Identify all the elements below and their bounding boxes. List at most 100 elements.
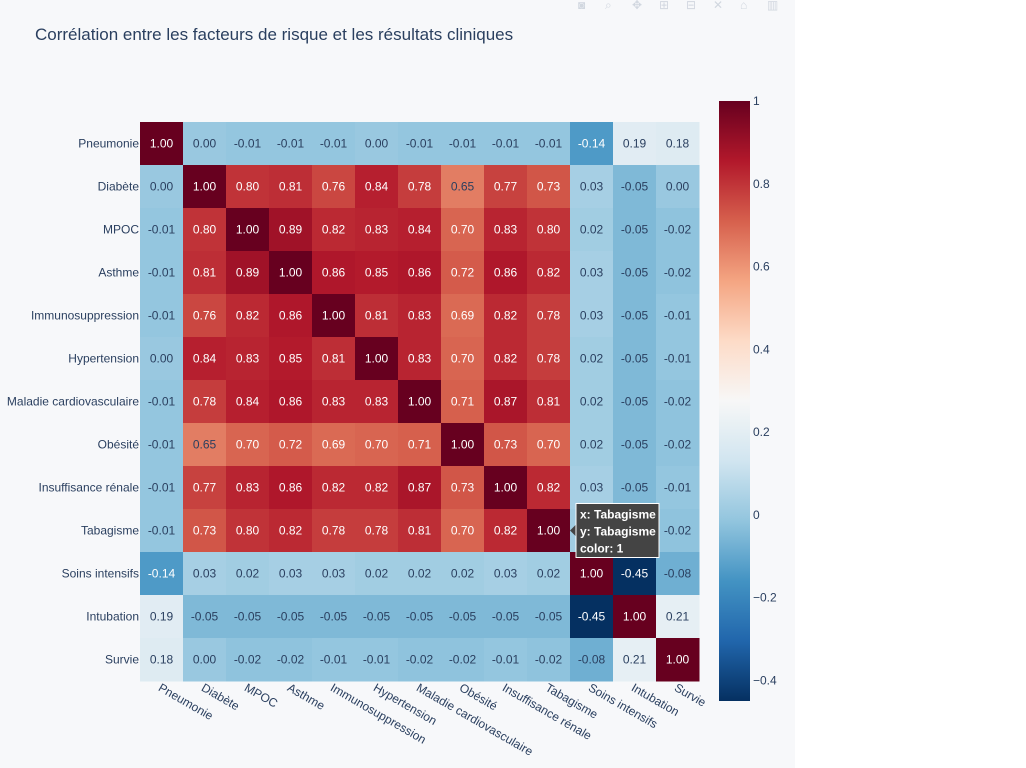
heatmap-cell[interactable] [527,552,571,596]
heatmap-cell[interactable] [183,251,227,295]
heatmap-cell[interactable] [140,509,184,553]
heatmap-cell[interactable] [312,122,356,166]
heatmap-cell[interactable] [183,165,227,209]
heatmap-cell[interactable] [441,337,485,381]
heatmap-cell[interactable] [613,423,657,467]
heatmap-cell[interactable] [183,294,227,338]
heatmap-cell[interactable] [570,294,614,338]
heatmap-cell[interactable] [527,638,571,682]
heatmap-cell[interactable] [269,509,313,553]
plotly-logo-icon[interactable]: ▥ [767,0,779,11]
heatmap-cell[interactable] [312,337,356,381]
heatmap-cell[interactable] [441,509,485,553]
heatmap-cell[interactable] [570,423,614,467]
heatmap-cell[interactable] [613,466,657,510]
heatmap-cell[interactable] [226,466,270,510]
heatmap-cell[interactable] [656,294,700,338]
heatmap-cell[interactable] [484,595,528,639]
heatmap-cell[interactable] [656,423,700,467]
heatmap-cell[interactable] [484,638,528,682]
heatmap-cell[interactable] [355,423,399,467]
heatmap-cell[interactable] [355,552,399,596]
heatmap-cell[interactable] [226,423,270,467]
heatmap-cell[interactable] [441,423,485,467]
heatmap-cell[interactable] [441,552,485,596]
heatmap-cell[interactable] [355,638,399,682]
heatmap-cell[interactable] [570,380,614,424]
reset-axes-icon[interactable]: ⌂ [740,0,748,11]
heatmap-cell[interactable] [226,337,270,381]
heatmap-cell[interactable] [183,595,227,639]
heatmap-cell[interactable] [613,165,657,209]
heatmap-cell[interactable] [312,251,356,295]
heatmap-cell[interactable] [398,337,442,381]
heatmap-cell[interactable] [226,208,270,252]
heatmap-cell[interactable] [398,122,442,166]
heatmap-cell[interactable] [398,509,442,553]
heatmap-cell[interactable] [355,466,399,510]
heatmap-chart[interactable]: 1.00 0.00 -0.01 -0.01 -0.01 0.00 -0.01 -0.01 -0.… [0,0,795,768]
heatmap-cell[interactable] [140,380,184,424]
heatmap-cell[interactable] [140,466,184,510]
heatmap-cell[interactable] [613,380,657,424]
heatmap-cell[interactable] [484,380,528,424]
heatmap-cell[interactable] [355,165,399,209]
heatmap-cell[interactable] [312,294,356,338]
autoscale-icon[interactable]: ✕ [713,0,724,11]
heatmap-cell[interactable] [183,380,227,424]
heatmap-cell[interactable] [140,638,184,682]
heatmap-cell[interactable] [355,337,399,381]
heatmap-cell[interactable] [312,165,356,209]
heatmap-cell[interactable] [183,509,227,553]
heatmap-cell[interactable] [570,552,614,596]
heatmap-cell[interactable] [613,337,657,381]
heatmap-cell[interactable] [355,251,399,295]
heatmap-cell[interactable] [269,423,313,467]
heatmap-cell[interactable] [656,380,700,424]
heatmap-cell[interactable] [656,509,700,553]
heatmap-cell[interactable] [226,165,270,209]
heatmap-cell[interactable] [613,208,657,252]
heatmap-cell[interactable] [226,638,270,682]
heatmap-cell[interactable] [312,208,356,252]
heatmap-cell[interactable] [570,638,614,682]
heatmap-cell[interactable] [656,165,700,209]
heatmap-cell[interactable] [312,423,356,467]
zoom-in-icon[interactable]: ⊞ [659,0,670,11]
heatmap-cell[interactable] [355,509,399,553]
heatmap-cell[interactable] [656,122,700,166]
heatmap-cell[interactable] [484,337,528,381]
heatmap-cell[interactable] [484,423,528,467]
heatmap-cell[interactable] [183,423,227,467]
heatmap-cell[interactable] [527,380,571,424]
heatmap-cell[interactable] [570,122,614,166]
heatmap-cell[interactable] [570,251,614,295]
heatmap-cell[interactable] [398,208,442,252]
heatmap-cell[interactable] [570,165,614,209]
heatmap-cell[interactable] [441,251,485,295]
heatmap-cell[interactable] [140,165,184,209]
heatmap-cell[interactable] [312,380,356,424]
heatmap-cell[interactable] [527,423,571,467]
heatmap-cell[interactable] [183,552,227,596]
zoom-icon[interactable]: ⌕ [605,0,612,11]
heatmap-cell[interactable] [527,466,571,510]
heatmap-cell[interactable] [269,294,313,338]
heatmap-cell[interactable] [570,208,614,252]
heatmap-cell[interactable] [183,208,227,252]
heatmap-cell[interactable] [527,337,571,381]
heatmap-cell[interactable] [441,595,485,639]
heatmap-cell[interactable] [183,638,227,682]
heatmap-cell[interactable] [140,552,184,596]
heatmap-cell[interactable] [312,638,356,682]
heatmap-cell[interactable] [656,466,700,510]
heatmap-cell[interactable] [355,380,399,424]
heatmap-cell[interactable] [484,509,528,553]
heatmap-cell[interactable] [484,552,528,596]
heatmap-cell[interactable] [441,466,485,510]
heatmap-cell[interactable] [398,638,442,682]
heatmap-cell[interactable] [140,595,184,639]
heatmap-cell[interactable] [441,122,485,166]
heatmap-cell[interactable] [312,509,356,553]
heatmap-cell[interactable] [398,251,442,295]
